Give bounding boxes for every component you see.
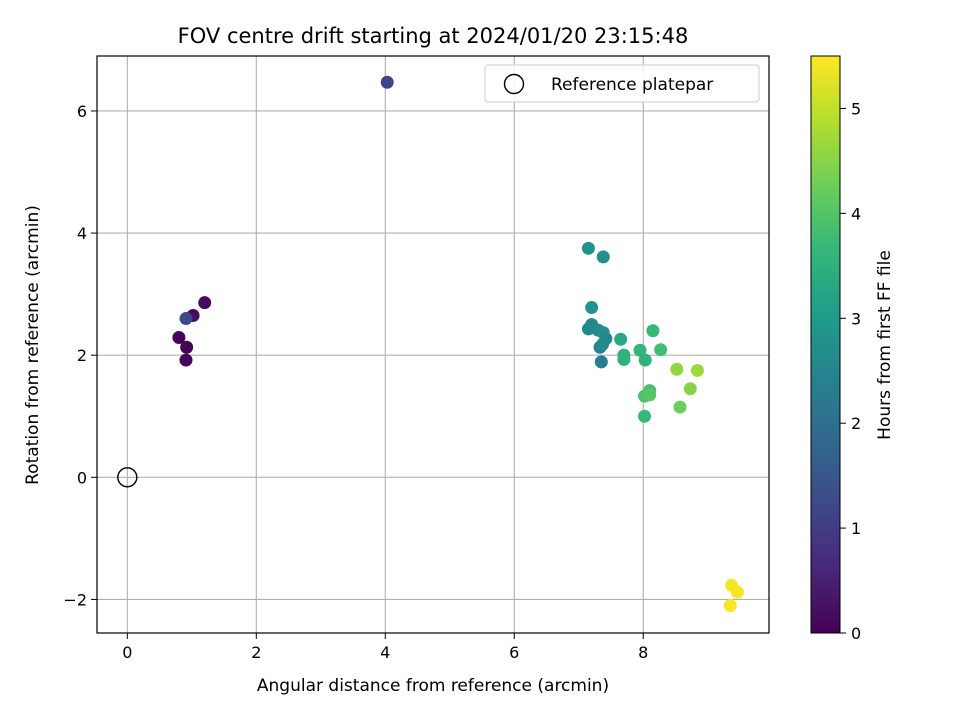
colorbar-tick-label: 2 <box>851 414 861 433</box>
x-tick-label: 8 <box>638 643 648 662</box>
data-point <box>172 330 186 344</box>
data-point <box>638 353 652 367</box>
colorbar-gradient <box>811 56 840 633</box>
data-point <box>654 343 668 357</box>
colorbar-frame <box>810 55 841 634</box>
y-tick-label: 4 <box>77 224 87 243</box>
data-point <box>180 340 194 354</box>
colorbar-tick-label: 5 <box>851 99 861 118</box>
y-tick-label: 2 <box>77 346 87 365</box>
data-point <box>179 312 193 326</box>
colorbar-ticks: 0 1 2 3 4 5 <box>840 99 861 643</box>
chart-title: FOV centre drift starting at 2024/01/20 … <box>178 24 689 48</box>
data-point <box>638 409 652 423</box>
x-tick-label: 4 <box>380 643 390 662</box>
y-axis-title: Rotation from reference (arcmin) <box>23 205 43 485</box>
x-tick-label: 0 <box>122 643 132 662</box>
data-point <box>596 337 610 351</box>
data-point <box>643 388 657 402</box>
scatter-points <box>117 75 744 613</box>
data-point <box>581 241 595 255</box>
data-point <box>730 585 744 599</box>
data-point <box>617 352 631 366</box>
colorbar-tick-label: 3 <box>851 309 861 328</box>
data-point <box>198 296 212 310</box>
colorbar: 0 1 2 3 4 5 Hours from first FF file <box>810 55 895 643</box>
data-point <box>673 400 687 414</box>
x-tick-label: 2 <box>251 643 261 662</box>
data-point <box>646 324 660 338</box>
colorbar-tick-label: 4 <box>851 204 861 223</box>
colorbar-tick-label: 0 <box>851 624 861 643</box>
data-point <box>683 382 697 396</box>
legend-entry-reference: Reference platepar <box>551 75 713 95</box>
plot-frame <box>96 55 770 634</box>
colorbar-tick-label: 1 <box>851 519 861 538</box>
reference-point <box>117 467 138 488</box>
y-tick-label: 0 <box>77 468 87 487</box>
x-tick-label: 6 <box>509 643 519 662</box>
x-axis-title: Angular distance from reference (arcmin) <box>257 676 609 696</box>
data-point <box>614 332 628 346</box>
grid <box>97 56 769 633</box>
data-point <box>594 355 608 369</box>
axis-ticks: 0 2 4 6 8 −2 0 2 4 6 <box>63 102 648 662</box>
data-point <box>670 362 684 376</box>
data-point <box>380 75 394 89</box>
colorbar-title: Hours from first FF file <box>875 250 895 440</box>
data-point <box>179 353 193 367</box>
data-point <box>596 250 610 264</box>
data-point <box>633 343 647 357</box>
legend-marker-reference <box>503 73 525 95</box>
legend-box <box>484 64 760 103</box>
legend: Reference platepar <box>484 64 760 103</box>
data-point <box>585 301 599 315</box>
data-point <box>690 363 704 377</box>
y-tick-label: 6 <box>77 102 87 121</box>
data-point <box>723 599 737 613</box>
y-tick-label: −2 <box>63 590 87 609</box>
data-point <box>581 322 595 336</box>
